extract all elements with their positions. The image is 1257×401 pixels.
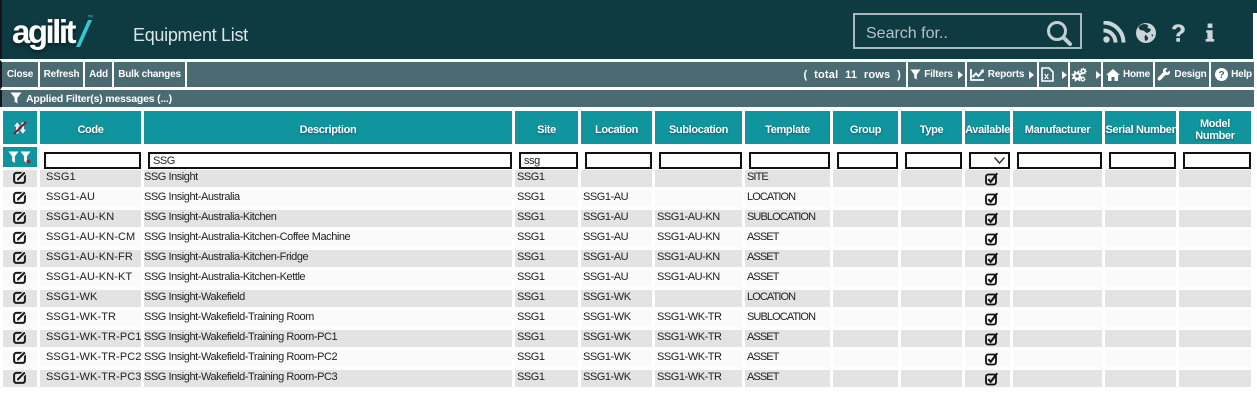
svg-text:?: ? (1219, 70, 1225, 81)
svg-text:x: x (1044, 71, 1049, 81)
